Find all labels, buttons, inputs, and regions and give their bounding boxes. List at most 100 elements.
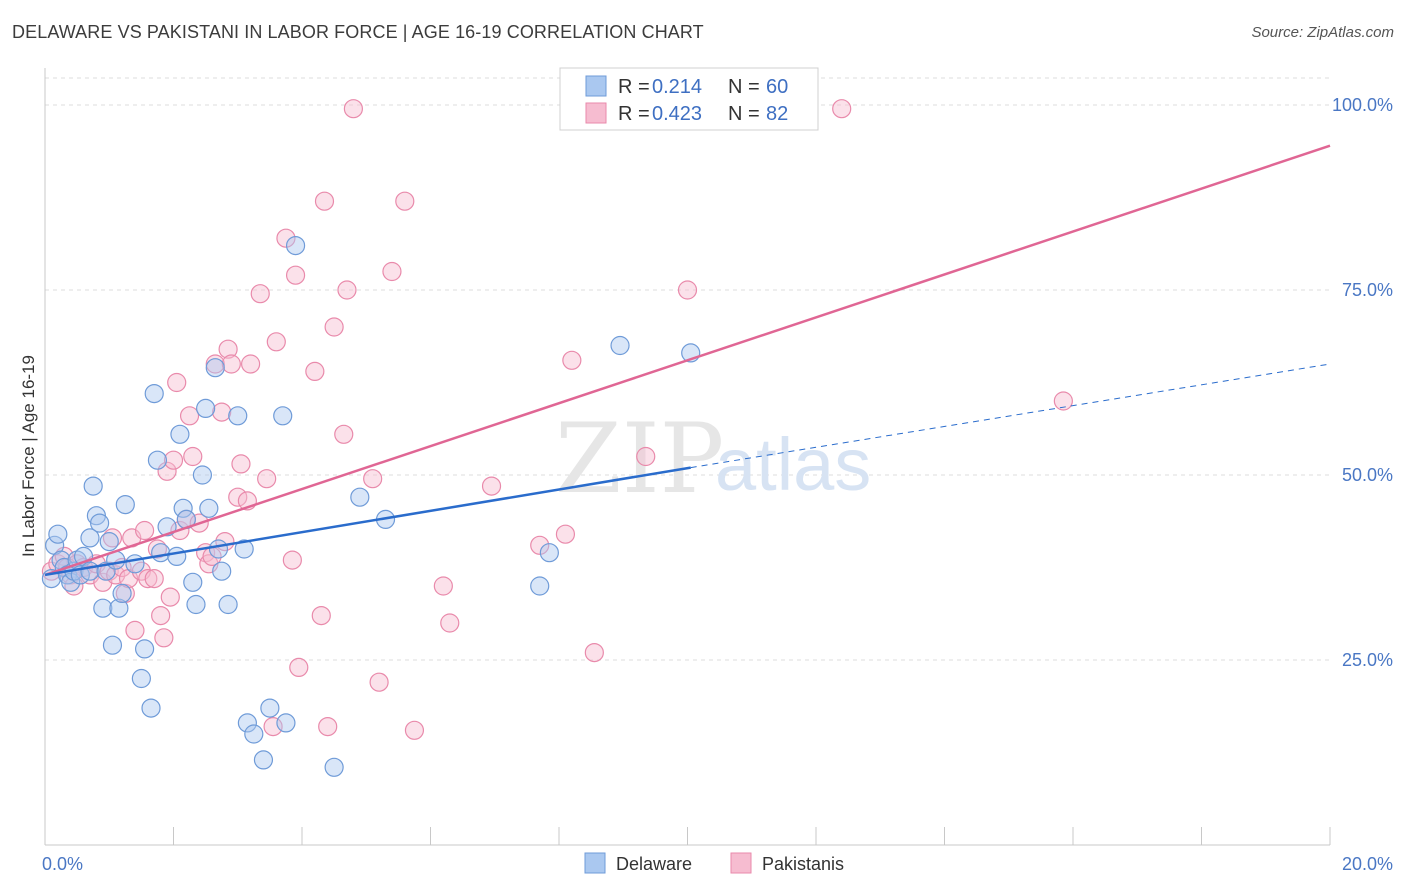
delaware-point xyxy=(192,465,213,485)
delaware-point xyxy=(147,450,168,470)
pakistanis-point xyxy=(138,568,158,589)
delaware-point xyxy=(83,476,103,496)
pakistanis-point xyxy=(440,613,460,633)
bottom-legend-delaware: Delaware xyxy=(616,854,692,874)
delaware-trend-line xyxy=(44,466,691,577)
pakistanis-point xyxy=(1053,391,1073,411)
delaware-points xyxy=(41,236,701,777)
delaware-point xyxy=(530,576,550,596)
delaware-point xyxy=(196,398,216,418)
pakistanis-point xyxy=(221,354,241,374)
pakistanis-point xyxy=(276,228,296,248)
pakistanis-point xyxy=(363,469,383,489)
pakistanis-point xyxy=(125,620,145,641)
pakistanis-point xyxy=(157,461,177,481)
x-tick-label: 20.0% xyxy=(1342,854,1393,874)
watermark-zip: ZIP xyxy=(555,403,724,515)
pakistanis-point xyxy=(241,354,261,374)
pakistanis-point xyxy=(285,265,306,285)
pakistanis-point xyxy=(102,528,123,548)
pakistanis-point xyxy=(250,284,270,304)
pakistanis-point xyxy=(395,191,415,211)
legend: R = 0.214 N = 60 R = 0.423 N = 82 xyxy=(559,67,819,131)
pakistanis-point xyxy=(134,520,155,541)
pakistanis-point xyxy=(212,402,232,422)
pakistanis-point xyxy=(481,476,502,496)
pakistanis-point xyxy=(584,642,604,663)
delaware-point xyxy=(170,424,190,444)
delaware-point xyxy=(134,639,155,659)
delaware-trend-extension xyxy=(690,363,1331,469)
pakistanis-point xyxy=(147,539,168,559)
pakistanis-point xyxy=(562,350,582,370)
delaware-point xyxy=(186,594,206,615)
y-tick-label: 75.0% xyxy=(1342,280,1393,300)
pakistanis-point xyxy=(289,657,309,678)
trend-lines xyxy=(44,144,1331,577)
pakistanis-point xyxy=(167,372,187,393)
watermark-atlas: atlas xyxy=(715,423,871,506)
delaware-point xyxy=(112,583,132,604)
legend-r-label-delaware: R = xyxy=(618,76,650,98)
pakistanis-point xyxy=(334,424,354,444)
pakistanis-point xyxy=(64,576,84,596)
delaware-point xyxy=(115,495,135,515)
pakistanis-point xyxy=(183,446,203,467)
legend-r-label-pakistanis: R = xyxy=(618,103,650,125)
delaware-point xyxy=(205,358,225,378)
delaware-point xyxy=(80,528,100,548)
delaware-point xyxy=(218,594,238,615)
y-tick-label: 50.0% xyxy=(1342,465,1393,485)
delaware-point xyxy=(276,713,296,733)
pakistanis-point xyxy=(144,568,164,589)
delaware-point xyxy=(131,668,151,689)
pakistanis-point xyxy=(324,317,344,337)
delaware-point xyxy=(212,561,232,581)
pakistanis-point xyxy=(266,332,286,352)
bottom-legend-pakistanis: Pakistanis xyxy=(762,854,844,874)
y-tick-label: 100.0% xyxy=(1332,95,1393,115)
pakistanis-point xyxy=(106,565,126,585)
bottom-legend-swatch-delaware xyxy=(584,852,606,874)
axes: 25.0% 50.0% 75.0% 100.0% 0.0% 20.0% xyxy=(42,68,1393,874)
legend-n-label-delaware: N = xyxy=(728,76,760,98)
pakistanis-point xyxy=(832,99,852,119)
pakistanis-point xyxy=(163,450,184,470)
chart-title: DELAWARE VS PAKISTANI IN LABOR FORCE | A… xyxy=(12,22,704,42)
pakistanis-point xyxy=(231,454,251,474)
legend-n-value-pakistanis: 82 xyxy=(766,103,788,125)
legend-r-value-delaware: 0.214 xyxy=(652,76,702,98)
delaware-point xyxy=(199,498,219,518)
delaware-point xyxy=(253,750,274,770)
source-label: Source: ZipAtlas.com xyxy=(1251,24,1394,41)
delaware-point xyxy=(350,487,370,507)
delaware-point xyxy=(61,572,81,592)
delaware-point xyxy=(228,406,248,426)
delaware-point xyxy=(109,598,129,618)
x-tick-label: 0.0% xyxy=(42,854,83,874)
delaware-point xyxy=(244,724,264,744)
pakistanis-point xyxy=(433,576,453,596)
pakistanis-point xyxy=(151,605,171,626)
pakistanis-point xyxy=(154,628,174,648)
pakistanis-point xyxy=(369,672,389,692)
delaware-point xyxy=(285,236,306,256)
delaware-point xyxy=(99,531,119,552)
pakistanis-point xyxy=(636,446,656,467)
legend-r-value-pakistanis: 0.423 xyxy=(652,103,702,125)
delaware-point xyxy=(125,554,145,574)
pakistanis-point xyxy=(282,550,302,570)
pakistanis-point xyxy=(218,339,238,359)
pakistanis-point xyxy=(160,587,180,607)
delaware-point xyxy=(260,698,280,718)
pakistanis-point xyxy=(337,280,357,300)
delaware-point xyxy=(93,598,113,618)
watermark: ZIP atlas xyxy=(555,403,871,515)
pakistanis-point xyxy=(311,605,331,626)
legend-n-label-pakistanis: N = xyxy=(728,103,760,125)
delaware-point xyxy=(151,543,171,563)
pakistanis-point xyxy=(382,261,402,282)
delaware-point xyxy=(237,713,257,733)
delaware-point xyxy=(183,572,203,592)
